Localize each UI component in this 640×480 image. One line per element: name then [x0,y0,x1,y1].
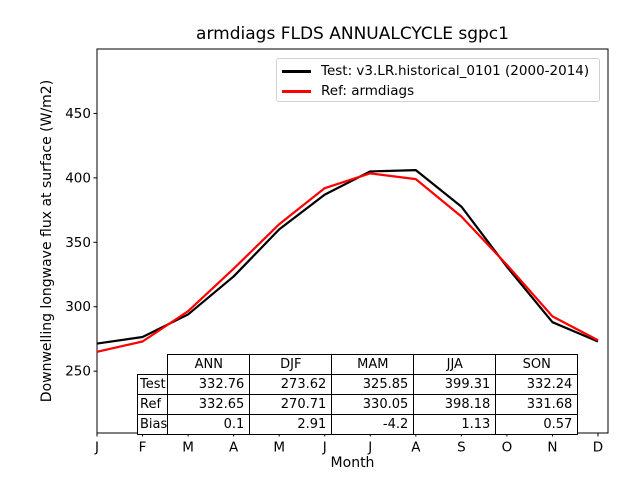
ref-line-swatch [282,90,311,93]
x-tick-label: A [229,440,239,456]
ref-djf-value: 270.71 [249,394,333,415]
stats-table: ANN DJF MAM JJA SON Test 332.76 273.62 3… [136,354,579,435]
x-tick-label: J [94,440,99,456]
x-tick-label: F [139,440,147,456]
legend: Test: v3.LR.historical_0101 (2000-2014) … [276,58,600,102]
legend-entry-test: Test: v3.LR.historical_0101 (2000-2014) [277,62,599,81]
test-mam-value: 325.85 [331,374,415,395]
y-tick-label: 450 [65,106,91,122]
stats-row-ref: Ref 332.65 270.71 330.05 398.18 331.68 [136,394,579,415]
x-tick-label: O [502,440,513,456]
row-label-bias: Bias [136,414,169,435]
col-header-jja: JJA [413,354,497,375]
bias-mam-value: -4.2 [331,414,415,435]
x-tick-label: M [273,440,285,456]
bias-ann-value: 0.1 [167,414,251,435]
x-tick-label: J [367,440,372,456]
test-jja-value: 399.31 [413,374,497,395]
legend-label-test: Test: v3.LR.historical_0101 (2000-2014) [321,62,590,79]
series-line-ref [96,172,599,353]
x-axis-label: Month [330,455,375,471]
legend-label-ref: Ref: armdiags [321,82,415,99]
test-ann-value: 332.76 [167,374,251,395]
bias-djf-value: 2.91 [249,414,333,435]
col-header-mam: MAM [331,354,415,375]
legend-entry-ref: Ref: armdiags [277,82,599,101]
x-tick-label: N [547,440,557,456]
test-djf-value: 273.62 [249,374,333,395]
stats-header-row: ANN DJF MAM JJA SON [138,354,579,375]
bias-son-value: 0.57 [495,414,579,435]
y-tick-label: 400 [65,170,91,186]
row-label-ref: Ref [136,394,169,415]
stats-row-test: Test 332.76 273.62 325.85 399.31 332.24 [136,374,579,395]
x-tick-label: A [411,440,421,456]
ref-ann-value: 332.65 [167,394,251,415]
x-tick-label: D [593,440,603,456]
ref-mam-value: 330.05 [331,394,415,415]
ref-jja-value: 398.18 [413,394,497,415]
table-corner-cell [138,355,168,375]
series-line-test [96,169,599,345]
col-header-son: SON [495,354,579,375]
test-line-swatch [282,70,311,73]
stats-row-bias: Bias 0.1 2.91 -4.2 1.13 0.57 [136,414,579,435]
col-header-djf: DJF [249,354,333,375]
chart-title: armdiags FLDS ANNUALCYCLE sgpc1 [196,24,509,44]
x-tick-label: J [322,440,327,456]
x-tick-label: S [457,440,466,456]
x-tick-label: M [182,440,194,456]
y-tick-label: 350 [65,235,91,251]
bias-jja-value: 1.13 [413,414,497,435]
y-tick-label: 250 [65,364,91,380]
test-son-value: 332.24 [495,374,579,395]
row-label-test: Test [136,374,169,395]
col-header-ann: ANN [167,354,251,375]
y-tick-label: 300 [65,299,91,315]
ref-son-value: 331.68 [495,394,579,415]
